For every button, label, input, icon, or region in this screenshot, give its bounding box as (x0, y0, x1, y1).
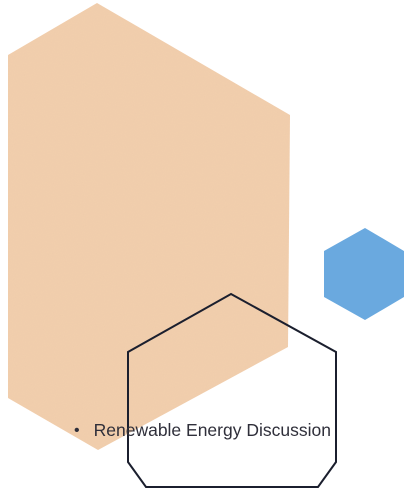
small-blue-hexagon (324, 228, 404, 320)
bullet-item-text: Renewable Energy Discussion (93, 420, 331, 440)
bullet-point-icon: • (74, 421, 80, 439)
pentagon-outline (127, 292, 337, 488)
large-peach-hexagon (8, 3, 290, 450)
bullet-list-item: • Renewable Energy Discussion (74, 420, 331, 441)
